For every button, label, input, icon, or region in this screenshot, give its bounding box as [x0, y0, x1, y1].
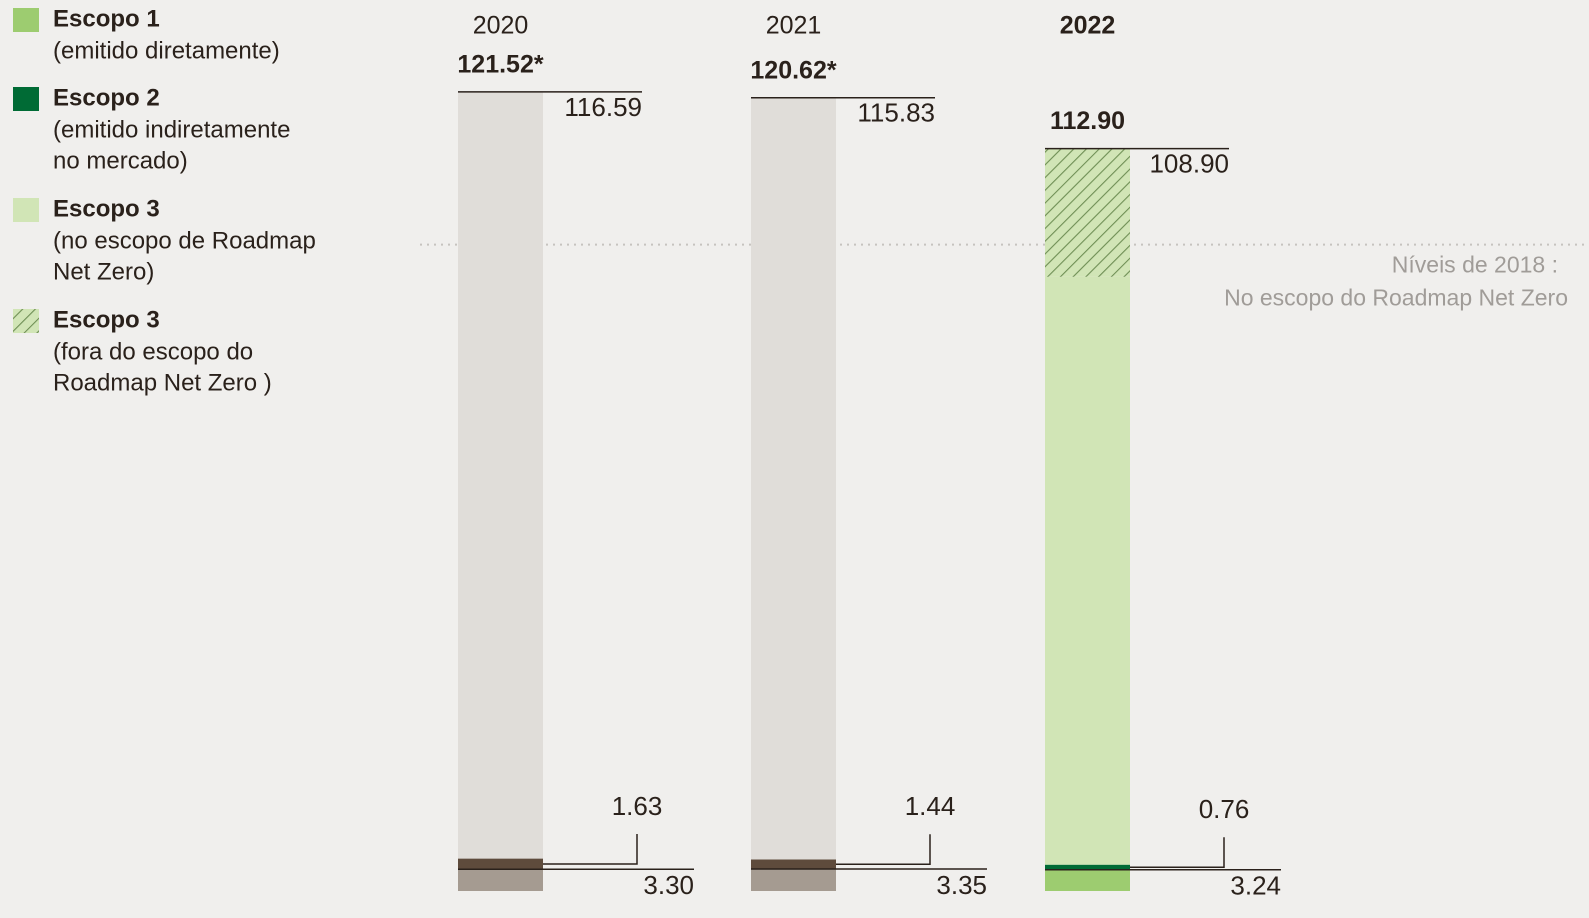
- leader-line: [543, 833, 638, 865]
- legend-description: (no escopo de Roadmap: [53, 227, 316, 254]
- bar-segment: [1045, 148, 1130, 277]
- legend-swatch: [13, 309, 39, 333]
- total-label: 112.90: [1050, 107, 1125, 135]
- bar-segment: [1045, 276, 1130, 865]
- reference-sublabel: No escopo do Roadmap Net Zero: [1224, 285, 1568, 311]
- scope1-label: 3.30: [643, 870, 694, 900]
- scope2-label: 0.76: [1199, 794, 1250, 824]
- legend-swatch: [13, 198, 39, 222]
- bar-segment: [458, 858, 543, 870]
- leader-line: [1130, 837, 1225, 868]
- legend-description: no mercado): [53, 147, 188, 174]
- legend-swatch: [13, 8, 39, 32]
- bar-segment: [751, 868, 836, 891]
- legend-description: Net Zero): [53, 258, 154, 285]
- bar-segment: [458, 91, 543, 859]
- reference-label: Níveis de 2018 :: [1392, 252, 1558, 278]
- scope3-label: 115.83: [857, 98, 935, 128]
- scope1-label: 3.24: [1230, 871, 1281, 901]
- legend-name: Escopo 3: [53, 195, 160, 222]
- year-label: 2020: [473, 12, 529, 40]
- legend-name: Escopo 3: [53, 306, 160, 333]
- total-label: 121.52*: [457, 50, 543, 78]
- year-label: 2021: [766, 12, 822, 40]
- legend-description: (emitido diretamente): [53, 37, 280, 64]
- legend-description: (emitido indiretamente: [53, 116, 290, 143]
- legend-description: Roadmap Net Zero ): [53, 369, 272, 396]
- scope3-label: 116.59: [564, 92, 642, 122]
- bar-segment: [751, 97, 836, 860]
- scope2-label: 1.44: [905, 791, 956, 821]
- total-label: 120.62*: [750, 56, 836, 84]
- year-label: 2022: [1060, 12, 1116, 40]
- legend-name: Escopo 1: [53, 5, 160, 32]
- legend-description: (fora do escopo do: [53, 338, 253, 365]
- bar-segment: [1045, 864, 1130, 870]
- bar-segment: [751, 859, 836, 869]
- scope3-label: 108.90: [1149, 148, 1229, 178]
- scope2-label: 1.63: [612, 791, 663, 821]
- legend-swatch: [13, 87, 39, 111]
- bar-segment: [458, 869, 543, 891]
- bar-segment: [1045, 869, 1130, 891]
- scope1-label: 3.35: [936, 870, 987, 900]
- leader-line: [836, 834, 931, 865]
- legend-name: Escopo 2: [53, 84, 160, 111]
